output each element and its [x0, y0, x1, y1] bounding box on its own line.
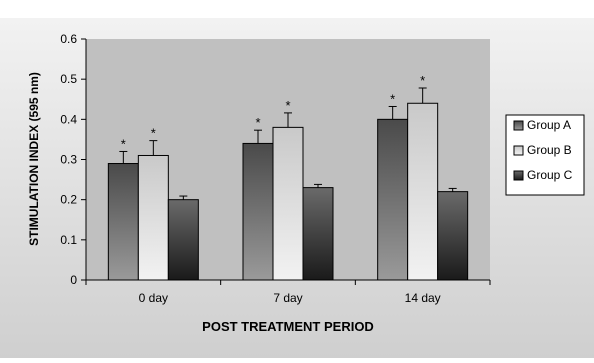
y-tick-label-4: 0.4	[60, 112, 77, 126]
significance-marker-1-2: *	[420, 73, 425, 88]
x-tick-label-1: 7 day	[273, 291, 302, 305]
y-tick-label-6: 0.6	[60, 32, 77, 46]
bar-group-c-0	[167, 199, 199, 281]
y-tick-label-2: 0.2	[60, 193, 77, 207]
bars-layer: * * * * * *	[107, 73, 469, 281]
bar-group-a-1	[242, 142, 274, 281]
bar-group-b-1	[272, 126, 304, 281]
x-tick-label-0: 0 day	[139, 291, 168, 305]
legend-label-0: Group A	[527, 118, 571, 132]
legend-label-2: Group C	[527, 168, 573, 182]
legend-swatch-2	[513, 170, 524, 181]
y-tick-label-0: 0	[70, 273, 77, 287]
bar-group-c-2	[437, 191, 469, 281]
bar-group-a-2	[377, 118, 409, 281]
x-tick-label-2: 14 day	[405, 291, 441, 305]
legend-swatch-0	[513, 120, 524, 131]
y-tick-label-1: 0.1	[60, 233, 77, 247]
bar-group-b-2	[407, 102, 439, 281]
significance-marker-0-1: *	[255, 115, 260, 130]
significance-marker-1-1: *	[285, 98, 290, 113]
bar-group-a-0	[107, 163, 139, 281]
significance-marker-0-2: *	[390, 91, 395, 106]
legend-swatch-1	[513, 145, 524, 156]
x-axis-label: POST TREATMENT PERIOD	[202, 319, 374, 334]
legend: Group A Group B Group C	[505, 114, 585, 196]
significance-marker-1-0: *	[151, 126, 156, 141]
cropped-header-strip	[0, 0, 594, 18]
legend-label-1: Group B	[527, 143, 572, 157]
y-tick-label-3: 0.3	[60, 153, 77, 167]
significance-marker-0-0: *	[121, 136, 126, 151]
bar-group-c-1	[302, 187, 334, 281]
y-axis-label: STIMULATION INDEX (595 nm)	[27, 72, 41, 246]
y-tick-label-5: 0.5	[60, 72, 77, 86]
bar-group-b-0	[137, 154, 169, 281]
chart-svg: 00.10.20.30.40.50.6 0 day 7 day 14 day ***…	[0, 18, 594, 358]
chart-container: 0 0.1 0.2 0.3 0.4 0.5 0.6 0 day 7 day 14 day * * *…	[0, 18, 594, 358]
y-axis: 0 0.1 0.2 0.3 0.4 0.5 0.6	[60, 32, 87, 287]
